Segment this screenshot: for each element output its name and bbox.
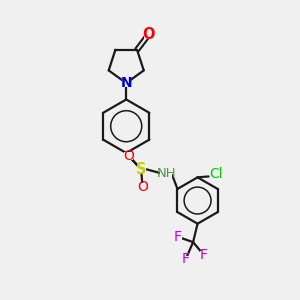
Bar xyxy=(174,233,182,240)
Bar xyxy=(182,256,190,263)
Text: S: S xyxy=(136,162,146,177)
Text: F: F xyxy=(182,252,190,266)
Text: O: O xyxy=(137,180,148,194)
Bar xyxy=(144,31,153,39)
Text: NH: NH xyxy=(157,167,176,180)
Bar xyxy=(138,183,147,190)
Text: Cl: Cl xyxy=(209,167,223,182)
Text: F: F xyxy=(174,230,182,244)
Bar xyxy=(122,79,131,87)
Text: F: F xyxy=(200,248,208,262)
Text: O: O xyxy=(123,149,134,163)
Bar xyxy=(124,152,133,160)
Bar xyxy=(136,166,146,173)
Text: O: O xyxy=(142,27,154,42)
Text: N: N xyxy=(120,76,132,90)
Bar xyxy=(160,169,172,178)
Bar xyxy=(210,170,223,178)
Bar xyxy=(200,251,207,258)
